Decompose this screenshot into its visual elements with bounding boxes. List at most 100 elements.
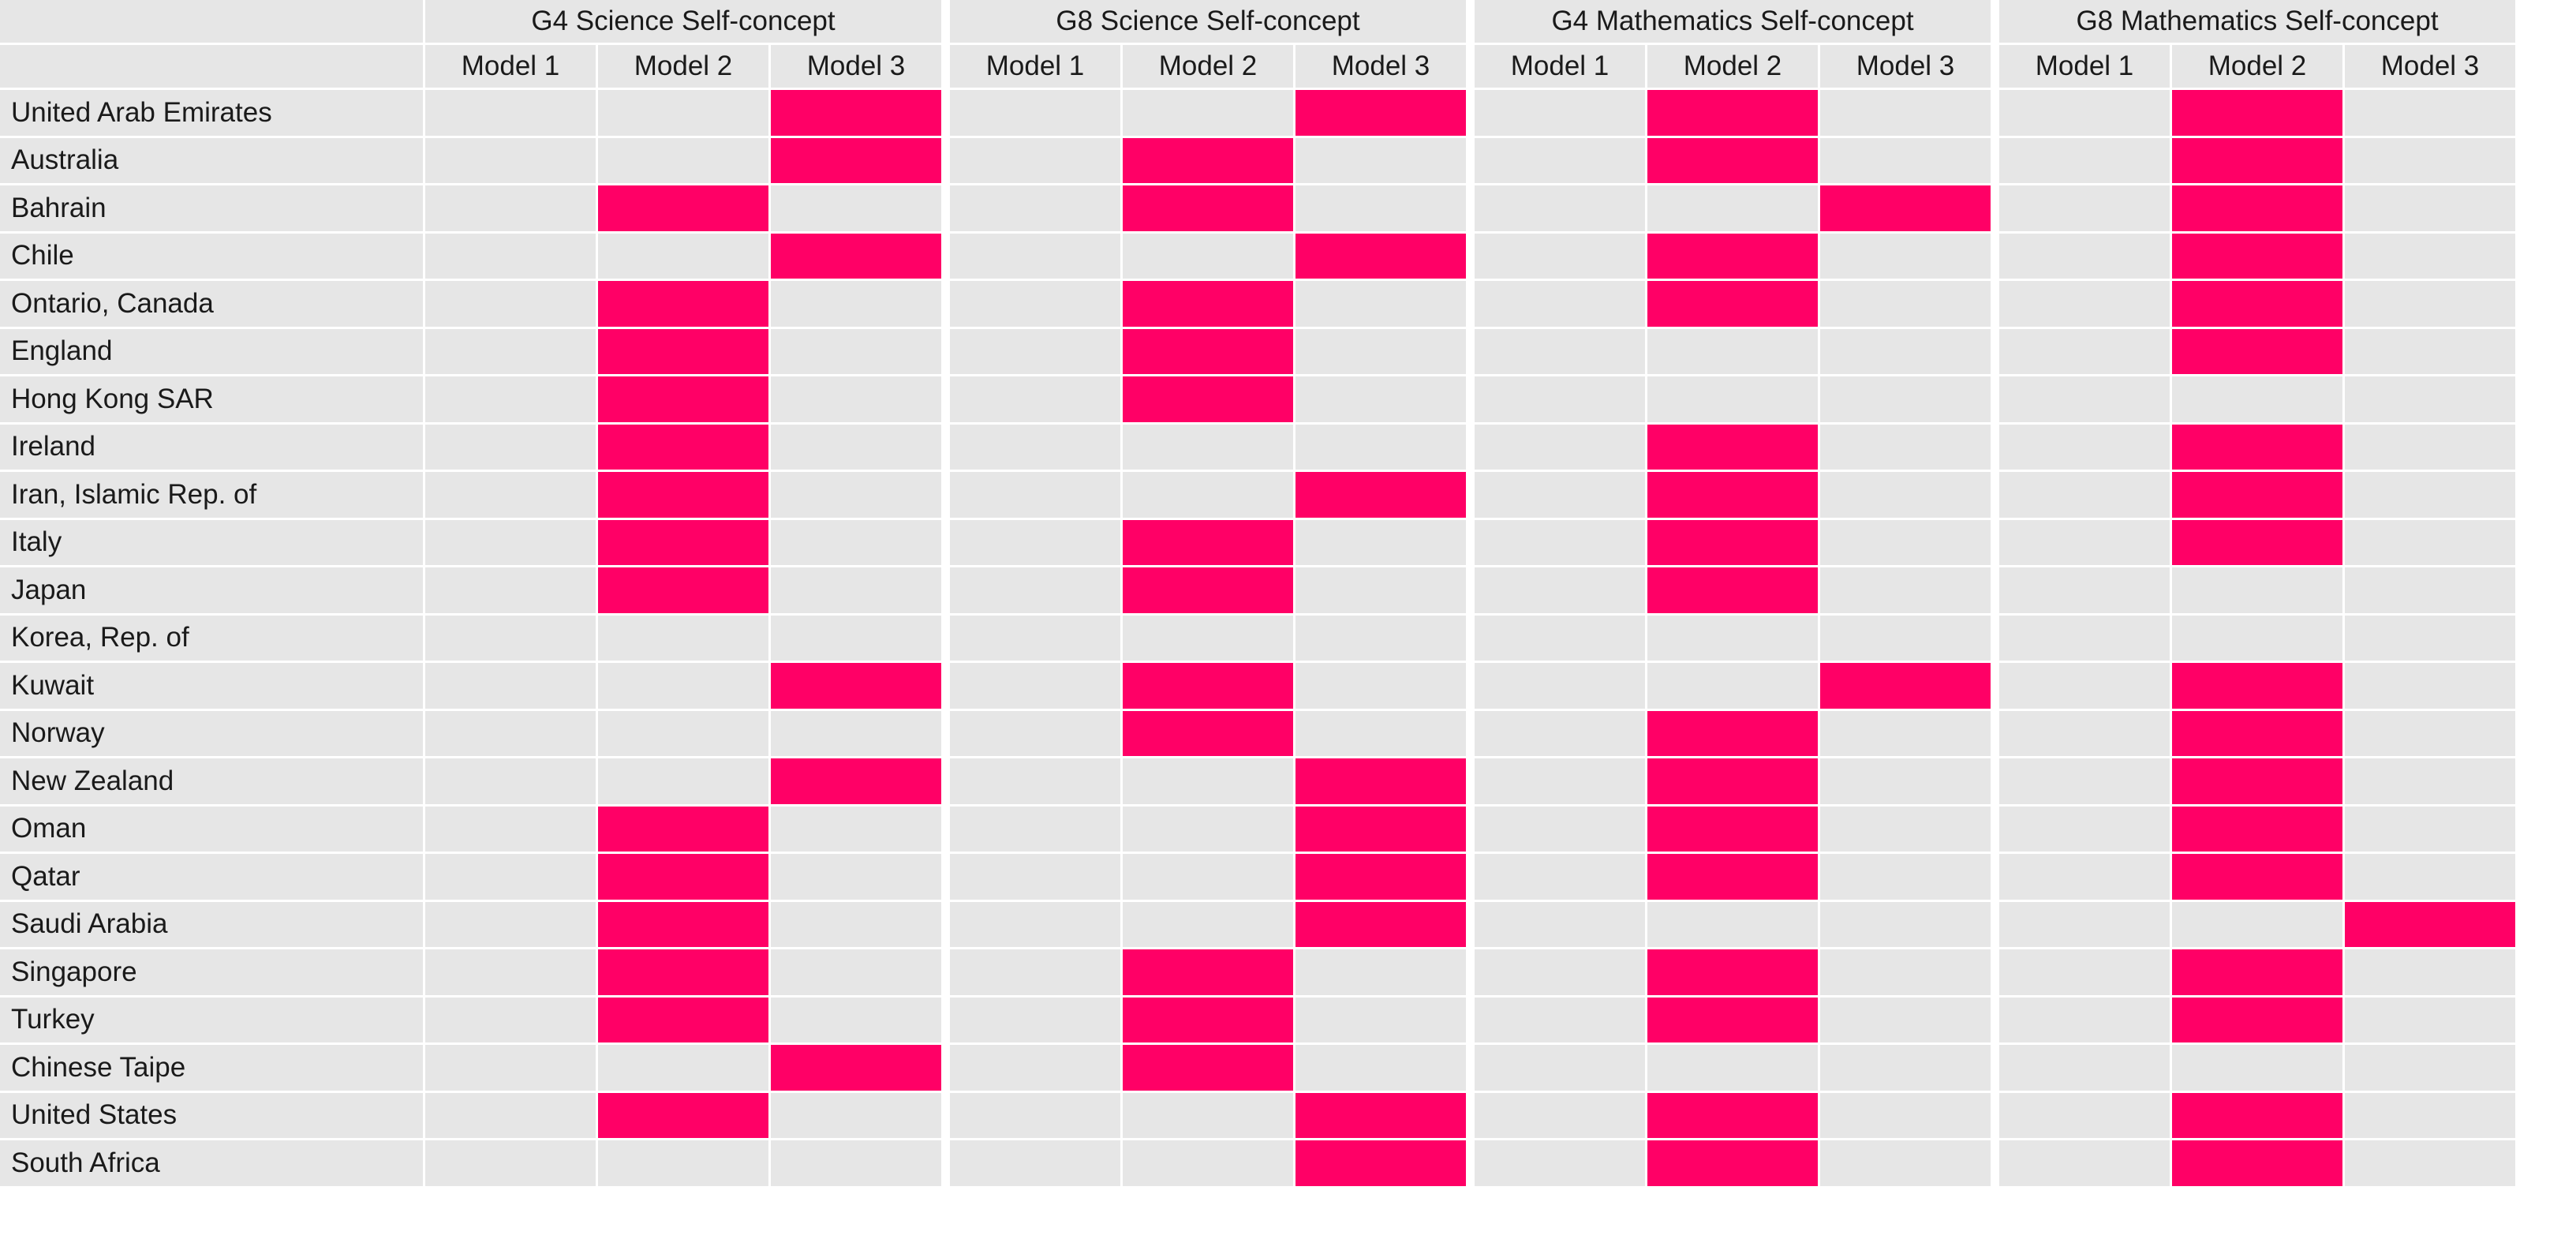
model-header: Model 2 — [2172, 45, 2342, 88]
empty-cell — [950, 997, 1120, 1042]
country-label: South Africa — [0, 1140, 423, 1186]
empty-cell — [1999, 424, 2170, 470]
empty-cell — [950, 472, 1120, 518]
empty-cell — [1820, 519, 1991, 565]
empty-cell — [1647, 901, 1818, 947]
empty-cell — [1475, 185, 1645, 231]
empty-cell — [771, 424, 941, 470]
empty-cell — [2172, 1045, 2342, 1091]
highlight-mark — [2172, 806, 2342, 852]
empty-cell — [1647, 1045, 1818, 1091]
empty-cell — [2345, 233, 2515, 279]
empty-cell — [1820, 424, 1991, 470]
empty-cell — [1820, 137, 1991, 183]
highlight-mark — [2172, 90, 2342, 136]
empty-cell — [425, 90, 596, 136]
empty-cell — [950, 281, 1120, 327]
empty-cell — [2345, 376, 2515, 422]
empty-cell — [950, 376, 1120, 422]
highlight-mark — [1647, 854, 1818, 900]
empty-cell — [2172, 901, 2342, 947]
highlight-mark — [1123, 949, 1293, 995]
highlight-mark — [2172, 663, 2342, 709]
empty-cell — [771, 615, 941, 661]
group-header: G8 Mathematics Self-concept — [1999, 0, 2515, 43]
empty-cell — [1123, 615, 1293, 661]
empty-cell — [425, 854, 596, 900]
highlight-mark — [771, 758, 941, 804]
highlight-mark — [1295, 472, 1466, 518]
empty-cell — [771, 710, 941, 756]
empty-cell — [1999, 758, 2170, 804]
country-label: Korea, Rep. of — [0, 615, 423, 661]
highlight-mark — [1647, 281, 1818, 327]
empty-cell — [1999, 328, 2170, 374]
empty-cell — [1475, 1045, 1645, 1091]
empty-cell — [1295, 281, 1466, 327]
empty-cell — [771, 519, 941, 565]
country-label: Bahrain — [0, 185, 423, 231]
empty-cell — [2345, 281, 2515, 327]
empty-cell — [950, 233, 1120, 279]
empty-cell — [1475, 328, 1645, 374]
highlight-mark — [598, 185, 768, 231]
empty-cell — [425, 281, 596, 327]
model-header: Model 3 — [771, 45, 941, 88]
highlight-mark — [1647, 424, 1818, 470]
empty-cell — [425, 1140, 596, 1186]
empty-cell — [950, 519, 1120, 565]
highlight-mark — [1123, 663, 1293, 709]
model-header: Model 2 — [1123, 45, 1293, 88]
empty-cell — [1475, 567, 1645, 613]
empty-cell — [1475, 281, 1645, 327]
empty-cell — [425, 758, 596, 804]
highlight-mark — [1123, 567, 1293, 613]
empty-cell — [2345, 567, 2515, 613]
empty-cell — [1999, 854, 2170, 900]
empty-cell — [1999, 710, 2170, 756]
model-header: Model 3 — [1295, 45, 1466, 88]
highlight-mark — [1123, 376, 1293, 422]
empty-cell — [1123, 901, 1293, 947]
empty-cell — [425, 663, 596, 709]
empty-cell — [1999, 376, 2170, 422]
highlight-mark — [771, 1045, 941, 1091]
highlight-mark — [1647, 806, 1818, 852]
empty-cell — [1475, 137, 1645, 183]
empty-cell — [950, 137, 1120, 183]
empty-cell — [2345, 949, 2515, 995]
highlight-mark — [1295, 806, 1466, 852]
highlight-mark — [598, 854, 768, 900]
empty-cell — [1647, 328, 1818, 374]
empty-cell — [1820, 1045, 1991, 1091]
empty-cell — [2345, 137, 2515, 183]
empty-cell — [1647, 615, 1818, 661]
country-label: Chile — [0, 233, 423, 279]
highlight-mark — [1647, 567, 1818, 613]
empty-cell — [1820, 901, 1991, 947]
empty-cell — [1999, 949, 2170, 995]
highlight-mark — [2172, 949, 2342, 995]
empty-cell — [2345, 806, 2515, 852]
highlight-mark — [1647, 519, 1818, 565]
country-label: Qatar — [0, 854, 423, 900]
empty-cell — [771, 806, 941, 852]
empty-cell — [950, 1045, 1120, 1091]
empty-cell — [2345, 710, 2515, 756]
country-label: Norway — [0, 710, 423, 756]
highlight-mark — [598, 424, 768, 470]
country-label: New Zealand — [0, 758, 423, 804]
highlight-mark — [598, 901, 768, 947]
empty-cell — [1820, 997, 1991, 1042]
empty-cell — [2345, 1140, 2515, 1186]
highlight-mark — [771, 233, 941, 279]
empty-cell — [950, 1092, 1120, 1138]
empty-cell — [598, 758, 768, 804]
highlight-mark — [598, 567, 768, 613]
model-header: Model 1 — [1999, 45, 2170, 88]
empty-cell — [1820, 949, 1991, 995]
empty-cell — [1295, 519, 1466, 565]
highlight-mark — [1295, 901, 1466, 947]
country-label: United States — [0, 1092, 423, 1138]
country-label: Australia — [0, 137, 423, 183]
